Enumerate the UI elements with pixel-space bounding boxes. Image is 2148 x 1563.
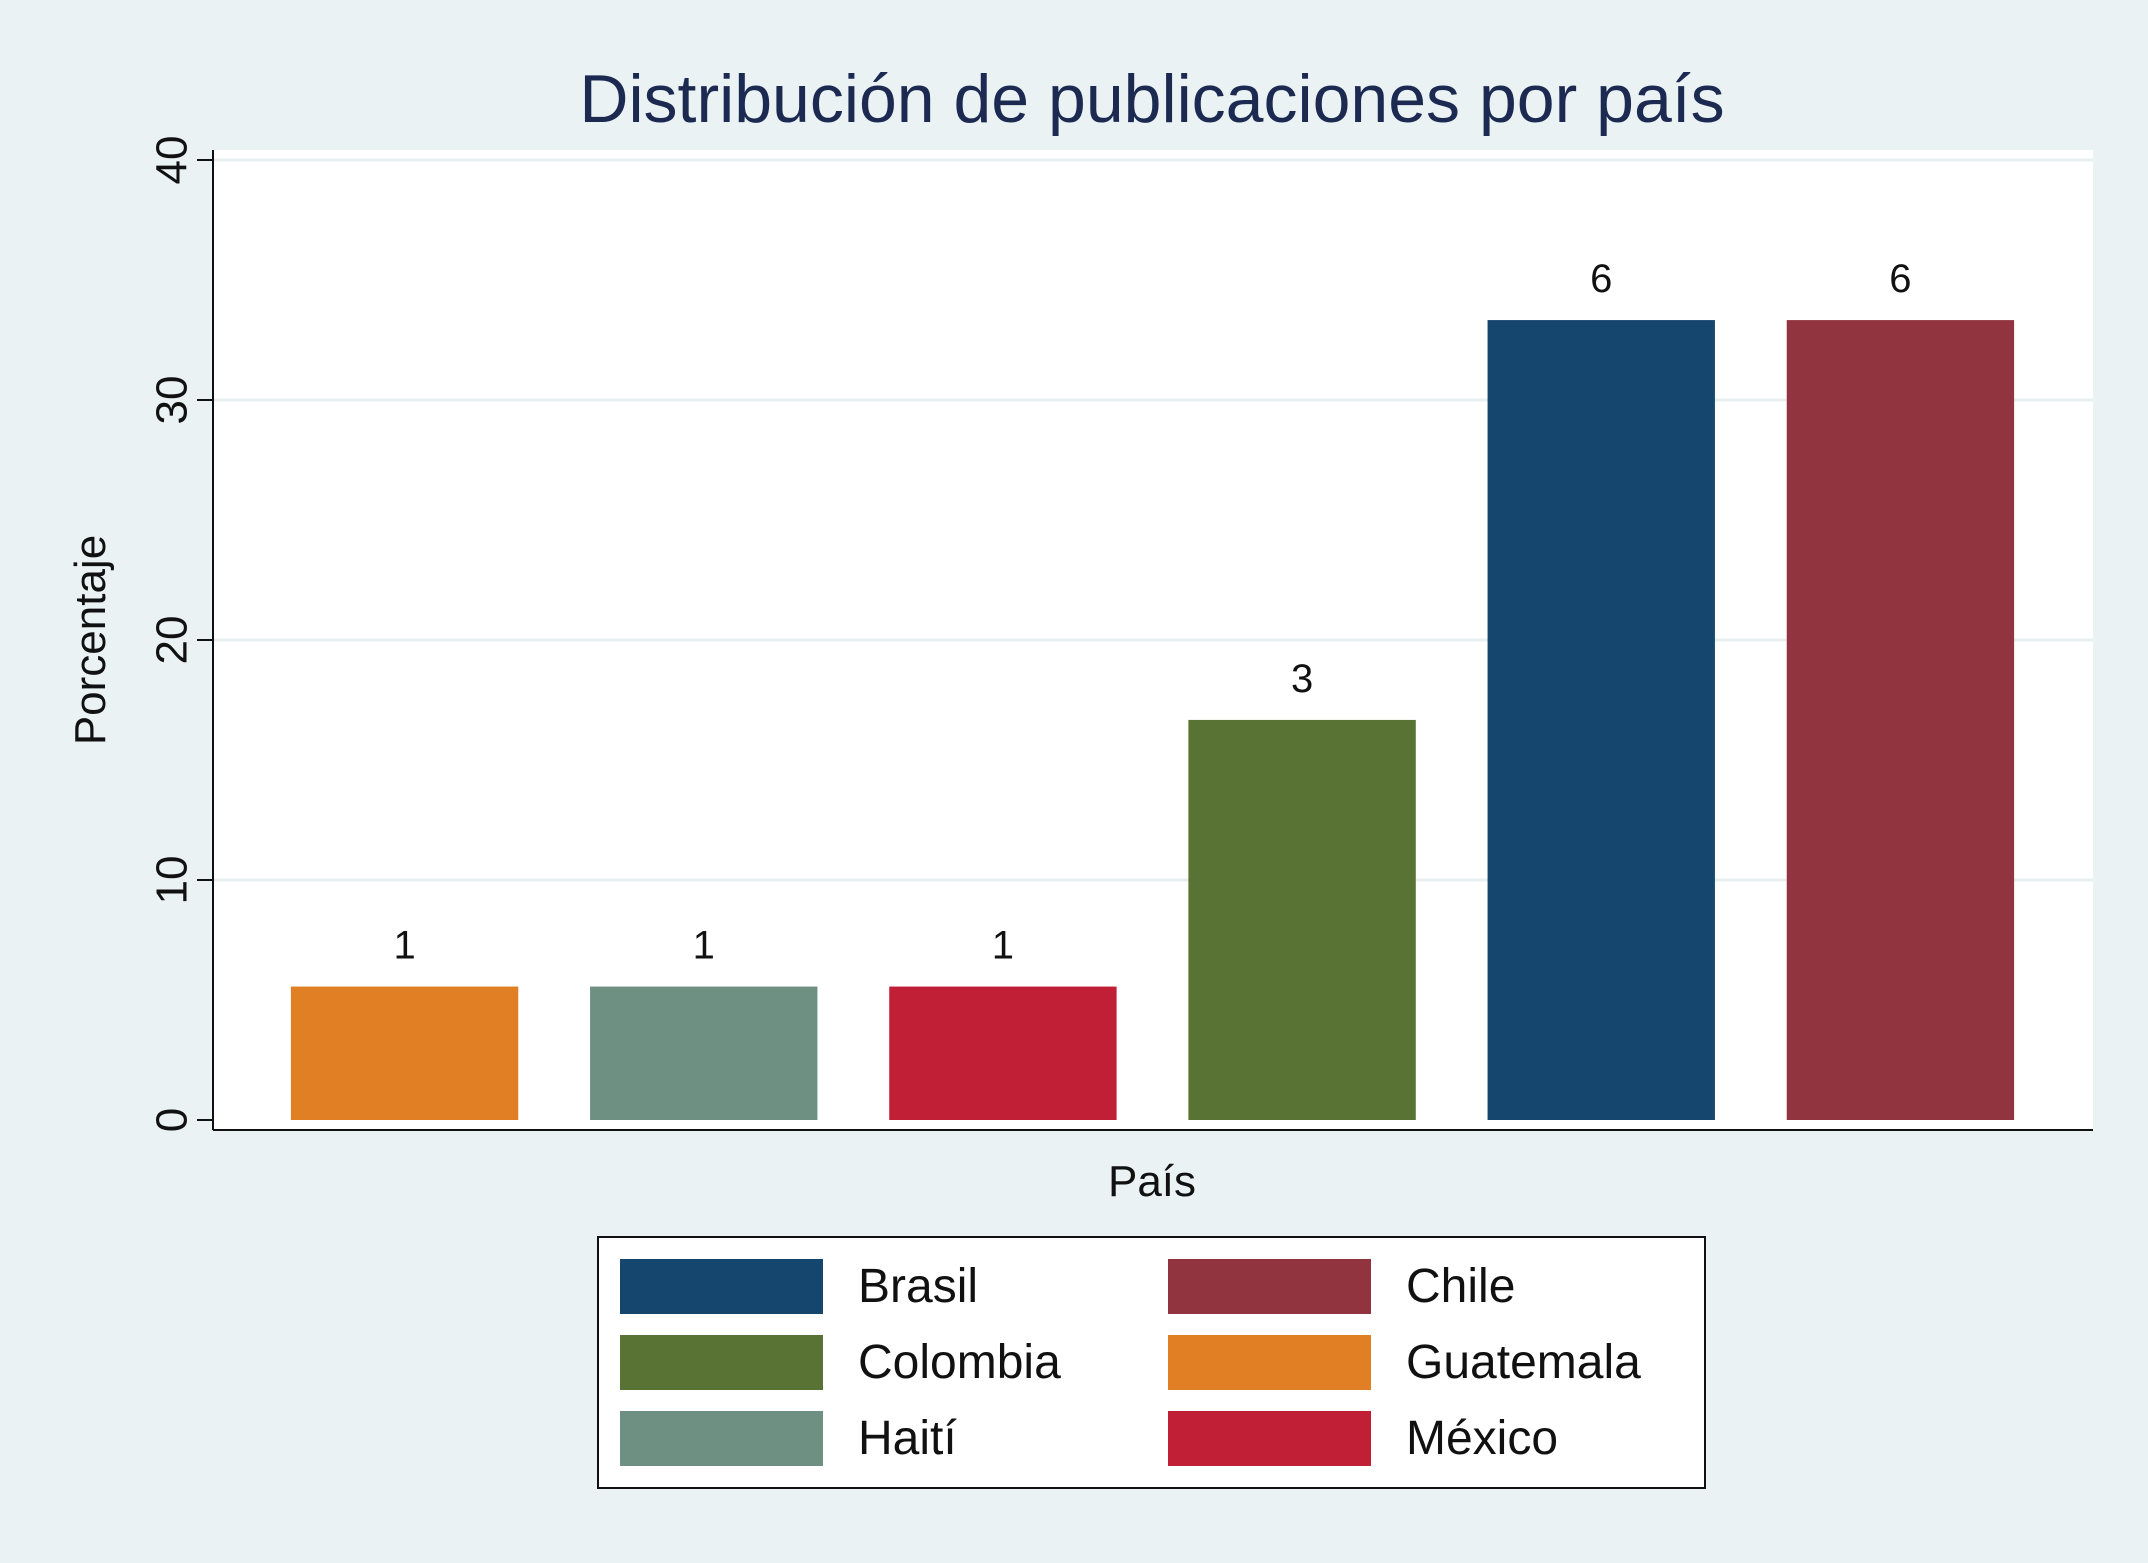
- legend-label: Haití: [858, 1412, 957, 1465]
- legend-swatch: [1168, 1411, 1371, 1466]
- legend-label: Guatemala: [1406, 1336, 1641, 1389]
- legend-swatch: [620, 1335, 823, 1390]
- chart-title: Distribución de publicaciones por país: [579, 61, 1724, 137]
- bar-haití: [590, 986, 818, 1120]
- bar-data-label: 6: [1889, 257, 1911, 301]
- y-tick-label: 40: [148, 136, 197, 185]
- y-tick-label: 30: [148, 376, 197, 425]
- legend-label: Brasil: [858, 1260, 978, 1313]
- bar-méxico: [889, 986, 1117, 1120]
- legend-swatch: [620, 1259, 823, 1314]
- bar-data-label: 1: [393, 924, 415, 968]
- bar-chile: [1786, 320, 2015, 1121]
- legend: Brasil Chile Colombia Guatemala Haití México: [597, 1236, 1706, 1489]
- y-tick-label: 10: [148, 856, 197, 905]
- bar-data-label: 6: [1590, 257, 1612, 301]
- bar-brasil: [1487, 320, 1715, 1121]
- legend-label: Colombia: [858, 1336, 1061, 1389]
- legend-swatch: [620, 1411, 823, 1466]
- y-tick-label: 0: [148, 1108, 197, 1132]
- y-axis-label: Porcentaje: [66, 535, 115, 745]
- x-axis-label: País: [1108, 1157, 1196, 1206]
- y-tick-label: 20: [148, 616, 197, 665]
- bar-data-label: 1: [992, 924, 1014, 968]
- bar-colombia: [1188, 719, 1416, 1120]
- bar-data-label: 1: [693, 924, 715, 968]
- legend-label: Chile: [1406, 1260, 1515, 1313]
- bar-guatemala: [290, 986, 519, 1120]
- legend-swatch: [1168, 1335, 1371, 1390]
- legend-swatch: [1168, 1259, 1371, 1314]
- legend-label: México: [1406, 1412, 1558, 1465]
- bar-data-label: 3: [1291, 657, 1313, 701]
